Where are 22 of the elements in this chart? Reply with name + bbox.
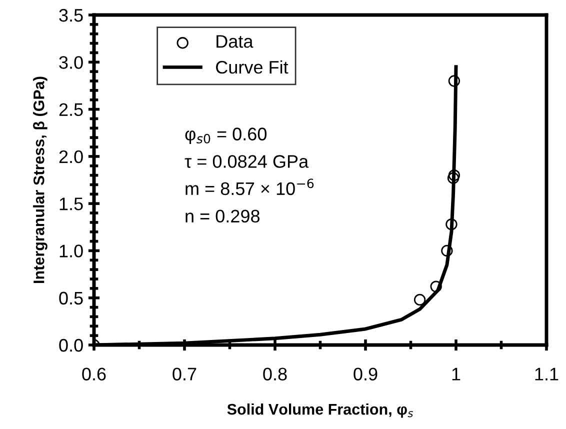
annotation: τ = 0.0824 GPa xyxy=(184,155,309,168)
x-tick-label: 0.7 xyxy=(172,368,196,380)
x-tick-label: 0.8 xyxy=(263,368,287,380)
legend-label: Data xyxy=(216,35,254,48)
x-tick-label: 1.1 xyxy=(535,368,558,380)
y-tick-label: 2.0 xyxy=(59,150,83,164)
x-tick-label: 0.6 xyxy=(82,368,106,380)
y-tick-label: 0.5 xyxy=(59,292,83,305)
annotation: φ$_{s0}$ = 0.60 xyxy=(185,128,267,144)
x-tick-label: 1 xyxy=(452,368,460,380)
y-tick-label: 1.5 xyxy=(60,198,83,210)
y-tick-label: 3.5 xyxy=(59,8,83,22)
y-tick-label: 1.0 xyxy=(60,244,83,258)
x-tick-label: 0.9 xyxy=(354,368,378,380)
y-tick-label: 3.0 xyxy=(59,56,83,69)
annotation: n = 0.298 xyxy=(186,210,260,223)
legend-label: Curve Fit xyxy=(216,60,288,74)
y-axis-title: Intergranular Stress, β (GPa) xyxy=(33,76,48,283)
y-tick-label: 0.0 xyxy=(59,338,83,352)
y-tick-label: 2.5 xyxy=(59,103,83,116)
annotation: m = 8.57 × 10$^{−6}$ xyxy=(186,178,314,196)
x-axis-title: Solid Volume Fraction, φ$_{s}$ xyxy=(227,404,414,418)
